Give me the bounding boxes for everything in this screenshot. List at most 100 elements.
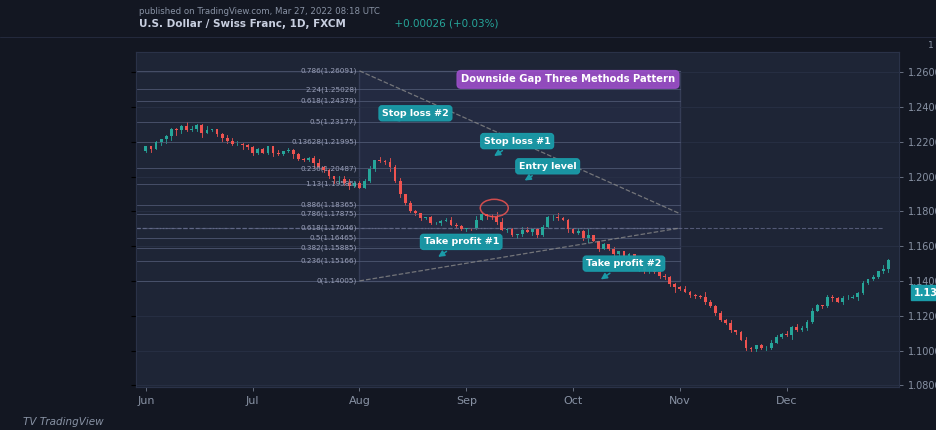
Bar — [836, 298, 839, 302]
Bar — [867, 280, 870, 283]
Bar — [556, 217, 559, 218]
Bar — [394, 167, 397, 181]
Bar — [877, 271, 880, 277]
Bar — [445, 220, 447, 221]
Bar — [226, 138, 228, 141]
Bar — [215, 129, 218, 134]
Bar — [811, 311, 813, 322]
Bar — [781, 334, 783, 338]
Bar — [485, 214, 488, 216]
Bar — [256, 149, 259, 153]
Bar — [760, 345, 763, 348]
Bar — [501, 222, 504, 230]
Bar — [348, 183, 351, 186]
Bar — [612, 249, 615, 254]
Text: 0(1.14005): 0(1.14005) — [316, 278, 357, 284]
Bar — [577, 230, 579, 233]
Bar — [292, 150, 295, 154]
Bar — [271, 147, 274, 153]
Bar — [241, 144, 244, 145]
Bar — [231, 141, 234, 144]
Bar — [602, 244, 605, 249]
Bar — [622, 251, 625, 255]
Bar — [206, 130, 209, 133]
Bar — [170, 129, 173, 135]
Text: Stop loss #1: Stop loss #1 — [484, 137, 550, 155]
Bar — [511, 229, 514, 236]
Bar — [785, 334, 788, 335]
Bar — [414, 211, 417, 213]
Bar — [359, 71, 680, 281]
Text: 0.786(1.17875): 0.786(1.17875) — [300, 210, 357, 217]
Bar — [368, 169, 371, 181]
Bar — [582, 230, 585, 238]
Bar — [403, 194, 406, 203]
Bar — [409, 203, 412, 211]
Bar — [277, 153, 280, 154]
Bar — [547, 217, 549, 227]
Bar — [440, 221, 442, 223]
Bar — [719, 313, 722, 320]
Bar — [587, 235, 590, 238]
Bar — [562, 218, 564, 220]
Bar — [775, 338, 778, 343]
Bar — [160, 139, 163, 142]
Bar — [175, 129, 178, 130]
Bar — [831, 297, 834, 298]
Bar — [796, 327, 798, 330]
Bar — [516, 234, 519, 236]
Bar — [313, 158, 315, 163]
Bar — [150, 146, 153, 148]
Text: 0.786(1.26091): 0.786(1.26091) — [300, 68, 357, 74]
Bar — [729, 323, 732, 330]
Bar — [658, 272, 661, 276]
Bar — [251, 147, 254, 153]
Text: 1.13329: 1.13329 — [914, 288, 936, 298]
Bar — [430, 217, 432, 223]
Bar — [714, 306, 717, 313]
Bar — [282, 151, 285, 154]
Bar — [592, 235, 594, 241]
Text: published on TradingView.com, Mar 27, 2022 08:18 UTC: published on TradingView.com, Mar 27, 20… — [139, 7, 379, 16]
Text: 0.5(1.16465): 0.5(1.16465) — [310, 235, 357, 241]
Bar — [520, 230, 523, 234]
Text: Take profit #1: Take profit #1 — [423, 237, 499, 256]
Bar — [165, 135, 168, 139]
Bar — [852, 297, 855, 298]
Text: 0.618(1.17046): 0.618(1.17046) — [300, 225, 357, 231]
Bar — [653, 271, 656, 272]
Bar — [475, 220, 478, 228]
Bar — [735, 330, 738, 332]
Text: 0.886(1.18365): 0.886(1.18365) — [300, 202, 357, 209]
Bar — [679, 287, 681, 289]
Bar — [699, 296, 702, 297]
Bar — [704, 297, 707, 302]
Text: +0.00026 (+0.03%): +0.00026 (+0.03%) — [388, 18, 499, 29]
Bar — [328, 170, 330, 176]
Bar — [307, 158, 310, 160]
Bar — [806, 322, 809, 329]
Text: 0.13628(1.21995): 0.13628(1.21995) — [291, 139, 357, 145]
Text: Entry level: Entry level — [519, 162, 577, 180]
Bar — [597, 241, 600, 249]
Bar — [887, 260, 890, 269]
Bar — [495, 217, 498, 222]
Text: 1.13(1.19585): 1.13(1.19585) — [305, 181, 357, 187]
Bar — [739, 332, 742, 340]
Bar — [190, 129, 193, 130]
Bar — [800, 329, 803, 330]
Bar — [750, 348, 753, 349]
Text: U.S. Dollar / Swiss Franc, 1D, FXCM: U.S. Dollar / Swiss Franc, 1D, FXCM — [139, 18, 345, 29]
Bar — [754, 345, 757, 349]
Bar — [449, 220, 452, 225]
Bar — [607, 244, 610, 249]
Bar — [343, 179, 345, 183]
Bar — [180, 126, 183, 130]
Bar — [826, 297, 828, 306]
Bar — [861, 283, 864, 293]
Bar — [856, 293, 859, 297]
Bar — [541, 227, 544, 235]
Bar — [673, 284, 676, 287]
Bar — [323, 167, 326, 170]
Bar — [144, 146, 147, 150]
